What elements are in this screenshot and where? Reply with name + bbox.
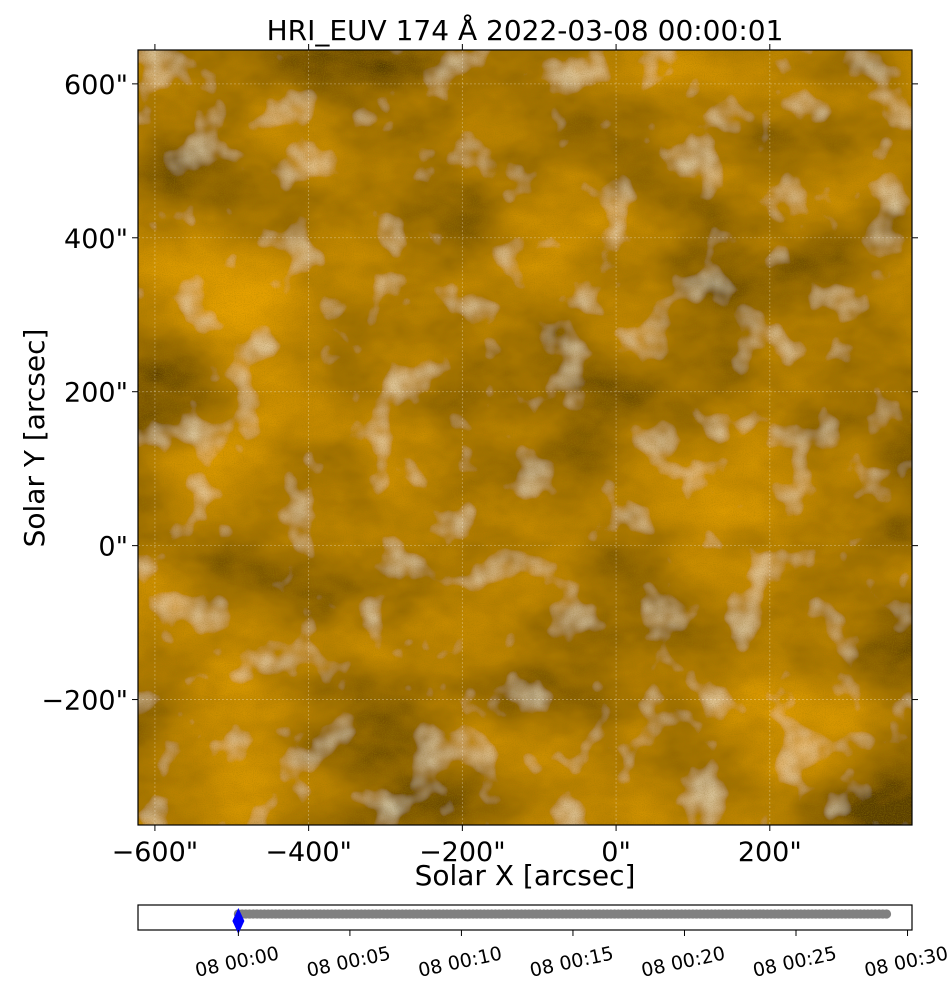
timeline-slider[interactable]: 08 00:00 08 00:05 08 00:10 08 00:15 08 00:20…	[137, 904, 949, 982]
x-tick-label: −200"	[419, 837, 506, 868]
x-tick-label: 0"	[601, 837, 631, 868]
timeline-frame-point[interactable]	[881, 909, 892, 919]
y-tick-label: 0"	[98, 532, 128, 563]
timeline-tick-label: 08 00:15	[528, 943, 616, 982]
x-axis-ticks: −600" −400" −200" 0" 200"	[112, 44, 802, 868]
timeline-tick-label: 08 00:00	[193, 943, 281, 982]
solar-image	[138, 50, 912, 825]
current-frame-marker[interactable]	[232, 908, 245, 934]
timeline-frame-points[interactable]	[233, 909, 892, 919]
y-tick-label: 600"	[64, 70, 128, 101]
timeline-tick-label: 08 00:30	[862, 943, 949, 982]
x-tick-label: −600"	[112, 837, 199, 868]
grid-lines	[138, 50, 912, 825]
solar-image-base	[138, 50, 912, 825]
chart-title: HRI_EUV 174 Å 2022-03-08 00:00:01	[267, 13, 784, 47]
x-axis-label: Solar X [arcsec]	[415, 859, 636, 892]
y-axis-label: Solar Y [arcsec]	[18, 329, 51, 548]
timeline-tick-label: 08 00:05	[305, 943, 393, 982]
timeline-ticks: 08 00:00 08 00:05 08 00:10 08 00:15 08 00:20…	[193, 930, 949, 982]
timeline-tick-label: 08 00:20	[639, 943, 727, 982]
y-axis-ticks: −200" 0" 200" 400" 600"	[41, 70, 918, 717]
x-tick-label: −400"	[265, 837, 352, 868]
y-tick-label: 200"	[64, 378, 128, 409]
x-tick-label: 200"	[738, 837, 802, 868]
timeline-tick-label: 08 00:25	[751, 943, 839, 982]
timeline-tick-label: 08 00:10	[416, 943, 504, 982]
plot-frame	[137, 49, 913, 826]
y-tick-label: 400"	[64, 224, 128, 255]
y-tick-label: −200"	[41, 686, 128, 717]
